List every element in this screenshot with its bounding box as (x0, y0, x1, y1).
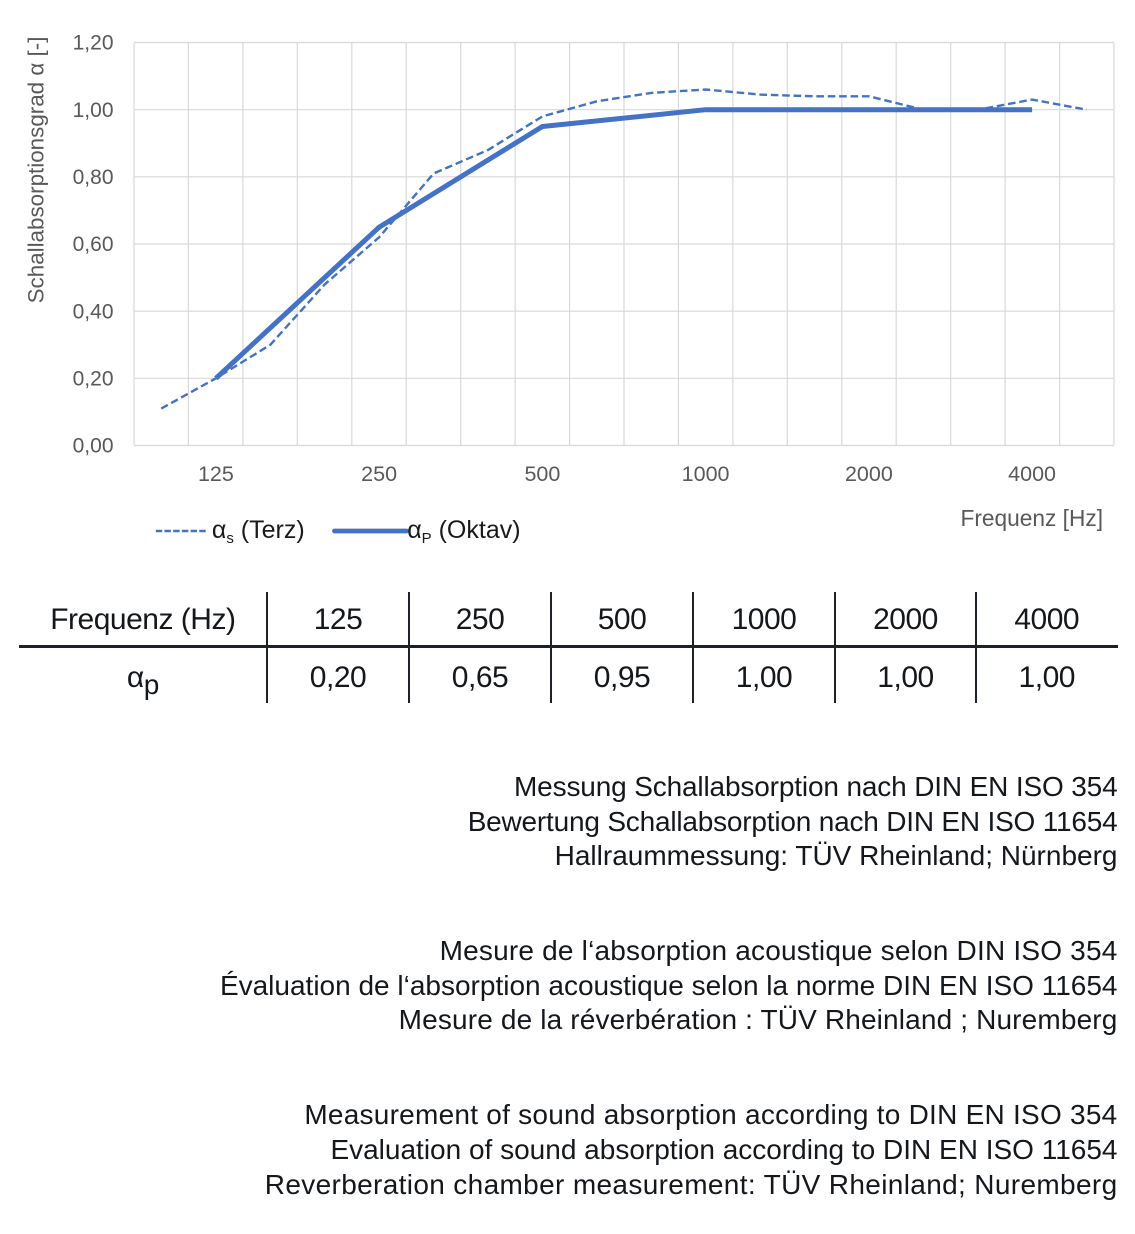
svg-text:2000: 2000 (845, 462, 893, 486)
svg-text:125: 125 (198, 462, 234, 486)
svg-text:0,60: 0,60 (73, 233, 114, 256)
svg-text:0,80: 0,80 (73, 166, 114, 189)
svg-text:4000: 4000 (1008, 462, 1056, 486)
svg-text:αP (Oktav): αP (Oktav) (407, 516, 520, 547)
svg-text:1000: 1000 (682, 462, 730, 486)
svg-text:0,00: 0,00 (73, 435, 114, 458)
svg-text:0,40: 0,40 (73, 300, 114, 323)
svg-text:αs (Terz): αs (Terz) (212, 516, 305, 547)
svg-text:500: 500 (524, 462, 560, 486)
svg-text:Schallabsorptionsgrad α [-]: Schallabsorptionsgrad α [-] (24, 37, 49, 304)
svg-text:250: 250 (361, 462, 397, 486)
svg-text:1,20: 1,20 (73, 32, 114, 55)
svg-text:0,20: 0,20 (73, 368, 114, 391)
svg-text:Frequenz [Hz]: Frequenz [Hz] (961, 505, 1103, 531)
svg-text:1,00: 1,00 (73, 99, 114, 122)
